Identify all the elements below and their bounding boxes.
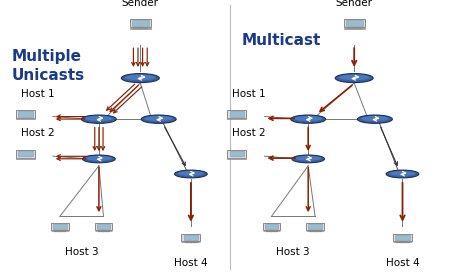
FancyBboxPatch shape xyxy=(306,231,323,232)
FancyBboxPatch shape xyxy=(16,110,34,118)
FancyBboxPatch shape xyxy=(392,234,411,241)
Ellipse shape xyxy=(335,73,372,83)
Ellipse shape xyxy=(125,75,155,80)
FancyBboxPatch shape xyxy=(132,20,148,26)
FancyBboxPatch shape xyxy=(183,235,198,240)
Text: Host 4: Host 4 xyxy=(385,258,419,267)
FancyBboxPatch shape xyxy=(227,110,246,118)
Ellipse shape xyxy=(360,116,388,121)
Ellipse shape xyxy=(141,115,176,123)
FancyBboxPatch shape xyxy=(16,150,34,158)
Text: Host 2: Host 2 xyxy=(21,129,54,138)
Ellipse shape xyxy=(294,116,321,121)
Ellipse shape xyxy=(291,155,324,163)
Text: Host 2: Host 2 xyxy=(232,129,265,138)
FancyBboxPatch shape xyxy=(95,223,112,230)
FancyBboxPatch shape xyxy=(227,118,246,119)
FancyBboxPatch shape xyxy=(129,19,151,27)
Ellipse shape xyxy=(83,155,115,163)
FancyBboxPatch shape xyxy=(229,111,244,117)
Text: Sender: Sender xyxy=(335,0,372,8)
Ellipse shape xyxy=(85,116,112,121)
Ellipse shape xyxy=(178,171,203,176)
FancyBboxPatch shape xyxy=(262,231,280,232)
Text: Host 4: Host 4 xyxy=(174,258,207,267)
FancyBboxPatch shape xyxy=(308,224,321,229)
Ellipse shape xyxy=(389,171,414,176)
Ellipse shape xyxy=(357,115,392,123)
FancyBboxPatch shape xyxy=(53,224,67,229)
FancyBboxPatch shape xyxy=(229,151,244,156)
FancyBboxPatch shape xyxy=(51,223,68,230)
FancyBboxPatch shape xyxy=(16,158,34,159)
Ellipse shape xyxy=(295,156,320,161)
Text: Multicast: Multicast xyxy=(241,33,320,48)
FancyBboxPatch shape xyxy=(306,223,323,230)
FancyBboxPatch shape xyxy=(51,231,68,232)
Text: Host 3: Host 3 xyxy=(65,247,98,256)
Text: Host 3: Host 3 xyxy=(276,247,309,256)
FancyBboxPatch shape xyxy=(16,118,34,119)
FancyBboxPatch shape xyxy=(227,158,246,159)
Text: Multiple
Unicasts: Multiple Unicasts xyxy=(11,49,84,83)
FancyBboxPatch shape xyxy=(345,20,362,26)
FancyBboxPatch shape xyxy=(18,151,33,156)
Ellipse shape xyxy=(145,116,172,121)
FancyBboxPatch shape xyxy=(394,235,409,240)
Ellipse shape xyxy=(121,73,159,83)
Ellipse shape xyxy=(81,115,116,123)
FancyBboxPatch shape xyxy=(95,231,112,232)
Ellipse shape xyxy=(386,170,418,178)
Ellipse shape xyxy=(338,75,369,80)
FancyBboxPatch shape xyxy=(262,223,280,230)
Text: Host 1: Host 1 xyxy=(21,89,54,99)
FancyBboxPatch shape xyxy=(18,111,33,117)
Ellipse shape xyxy=(174,170,207,178)
Ellipse shape xyxy=(290,115,325,123)
FancyBboxPatch shape xyxy=(343,19,364,27)
FancyBboxPatch shape xyxy=(227,150,246,158)
FancyBboxPatch shape xyxy=(96,224,110,229)
FancyBboxPatch shape xyxy=(181,234,200,241)
Text: Sender: Sender xyxy=(122,0,158,8)
FancyBboxPatch shape xyxy=(264,224,278,229)
Ellipse shape xyxy=(86,156,112,161)
Text: Host 1: Host 1 xyxy=(232,89,265,99)
